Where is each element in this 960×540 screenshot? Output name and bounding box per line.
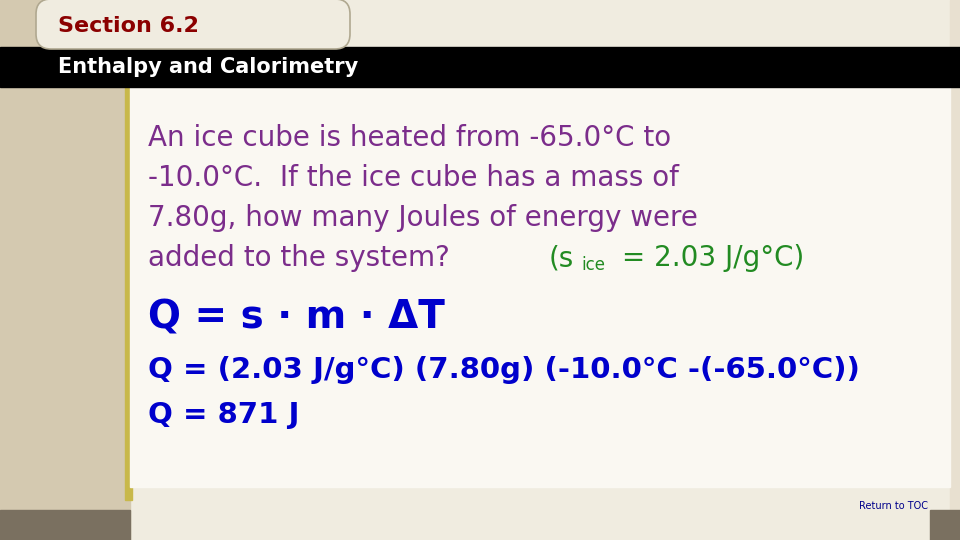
Text: = 2.03 J/g°C): = 2.03 J/g°C) — [612, 244, 804, 272]
Text: An ice cube is heated from -65.0°C to: An ice cube is heated from -65.0°C to — [148, 124, 671, 152]
Bar — [125, 0, 132, 500]
Text: ice: ice — [582, 256, 606, 274]
Text: 7.80g, how many Joules of energy were: 7.80g, how many Joules of energy were — [148, 204, 698, 232]
Text: Enthalpy and Calorimetry: Enthalpy and Calorimetry — [58, 57, 358, 77]
Bar — [0, 47, 960, 87]
Text: Return to TOC: Return to TOC — [859, 501, 928, 511]
Text: (s: (s — [549, 244, 574, 272]
Bar — [0, 510, 130, 540]
Text: -10.0°C.  If the ice cube has a mass of: -10.0°C. If the ice cube has a mass of — [148, 164, 679, 192]
Text: Section 6.2: Section 6.2 — [58, 16, 199, 36]
Text: added to the system?: added to the system? — [148, 244, 459, 272]
Bar — [0, 0, 130, 540]
Bar — [930, 510, 960, 540]
Text: Q = (2.03 J/g°C) (7.80g) (-10.0°C -(-65.0°C)): Q = (2.03 J/g°C) (7.80g) (-10.0°C -(-65.… — [148, 356, 860, 384]
Bar — [130, 87, 950, 487]
Text: Q = 871 J: Q = 871 J — [148, 401, 300, 429]
Text: Q = s · m · ΔT: Q = s · m · ΔT — [148, 299, 444, 337]
Bar — [950, 0, 960, 540]
FancyBboxPatch shape — [36, 0, 350, 49]
